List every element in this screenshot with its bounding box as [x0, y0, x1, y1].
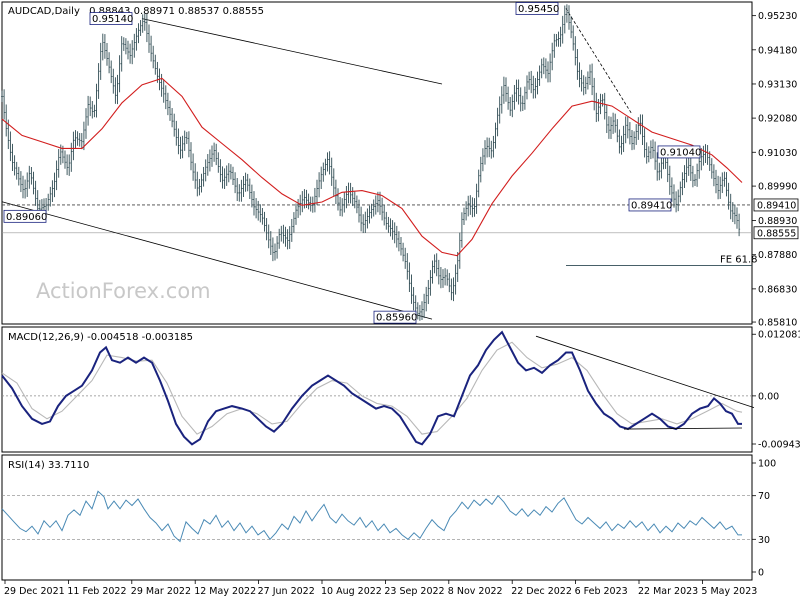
level-label: 0.95450 [518, 4, 559, 15]
x-tick-label: 8 Nov 2022 [448, 586, 503, 597]
x-tick-label: 29 Mar 2022 [131, 586, 191, 597]
x-tick-label: 29 Dec 2021 [4, 586, 65, 597]
level-label-box [89, 12, 133, 25]
x-tick-label: 11 Feb 2022 [67, 586, 126, 597]
x-tick-label: 10 Aug 2022 [321, 586, 382, 597]
current-price-tag: 0.88555 [757, 228, 796, 239]
macd-y-tick-label: 0.00 [758, 391, 779, 402]
x-tick-label: 22 Mar 2023 [638, 586, 698, 597]
rsi-panel-frame [1, 454, 753, 581]
price-y-tick-label: 0.86830 [758, 284, 797, 295]
price-y-tick-label: 0.93130 [758, 79, 797, 90]
level-label: 0.89410 [631, 200, 672, 211]
macd-layer [1, 330, 755, 446]
macd-trend-upper [535, 335, 755, 408]
macd-trend-lower [623, 427, 743, 430]
macd-line [1, 330, 742, 446]
macd-y-tick-label: 0.012081 [758, 330, 800, 341]
level-price-tag-box [753, 198, 799, 212]
price-bars [1, 4, 741, 321]
price-ohlc: 0.88843 0.88971 0.88537 0.88555 [89, 6, 264, 17]
level-label: 0.91040 [660, 147, 701, 158]
rsi-line [1, 490, 742, 543]
price-y-tick-label: 0.91030 [758, 148, 797, 159]
macd-panel-frame [1, 326, 753, 453]
level-label-box [515, 2, 559, 15]
price-title: AUDCAD,Daily [8, 6, 80, 17]
price-y-tick-label: 0.92080 [758, 114, 797, 125]
level-label-box [3, 209, 47, 223]
level-label: 0.85960 [376, 313, 417, 324]
current-price-tag-box [753, 226, 799, 240]
axes-layer: 0.95230 0.94180 0.93130 0.92080 0.91030 0.899… [4, 11, 800, 597]
x-tick-label: 12 May 2022 [194, 586, 256, 597]
level-label-box [628, 198, 672, 212]
channel-upper-line [141, 18, 443, 85]
price-y-tick-label: 0.87880 [758, 250, 797, 261]
price-y-tick-label: 0.85810 [758, 318, 797, 329]
level-label-box [657, 145, 701, 159]
rsi-y-tick-label: 70 [758, 491, 770, 502]
price-panel-frame [1, 1, 753, 325]
level-price-tag: 0.89410 [757, 200, 796, 211]
level-label: 0.89060 [6, 212, 47, 223]
x-tick-label: 22 Dec 2022 [511, 586, 572, 597]
macd-title: MACD(12,26,9) -0.004518 -0.003185 [8, 332, 193, 343]
rsi-title: RSI(14) 33.7110 [8, 460, 89, 471]
price-y-tick-label: 0.89990 [758, 182, 797, 193]
rsi-layer [1, 490, 752, 543]
price-y-tick-label: 0.88930 [758, 216, 797, 227]
level-label-box [373, 310, 417, 324]
x-tick-label: 27 Jun 2022 [258, 586, 315, 597]
rsi-y-tick-label: 100 [758, 459, 776, 470]
macd-y-tick-label: -0.009432 [758, 440, 800, 451]
rsi-y-tick-label: 0 [758, 568, 764, 579]
price-y-tick-label: 0.95230 [758, 11, 797, 22]
x-tick-label: 23 Sep 2022 [384, 586, 444, 597]
x-tick-label: 5 May 2023 [701, 586, 757, 597]
price-y-tick-label: 0.94180 [758, 45, 797, 56]
price-layer: FE 61.8 0.95140 0.95450 0.89060 0.85960 0.910… [1, 2, 758, 324]
price-title-group: AUDCAD,Daily 0.88843 0.88971 0.88537 0.8… [8, 6, 264, 17]
sma-line [1, 77, 743, 257]
channel-lower-line [1, 201, 433, 320]
fe-label: FE 61.8 [720, 254, 758, 265]
x-tick-label: 6 Feb 2023 [575, 586, 628, 597]
rsi-y-tick-label: 30 [758, 535, 770, 546]
dashed-trend-line [565, 8, 633, 115]
level-label: 0.95140 [92, 14, 133, 25]
watermark: ActionForex.com [36, 279, 211, 303]
